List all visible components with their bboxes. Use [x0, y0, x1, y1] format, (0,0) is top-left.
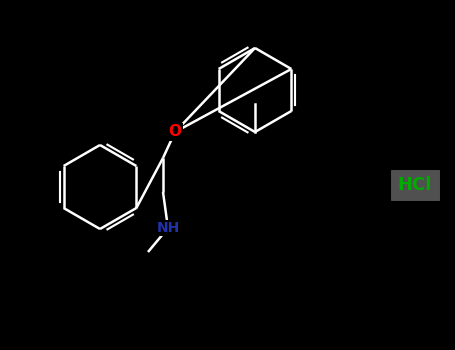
- Text: HCl: HCl: [398, 176, 432, 194]
- Text: NH: NH: [157, 221, 180, 235]
- Text: O: O: [168, 125, 182, 140]
